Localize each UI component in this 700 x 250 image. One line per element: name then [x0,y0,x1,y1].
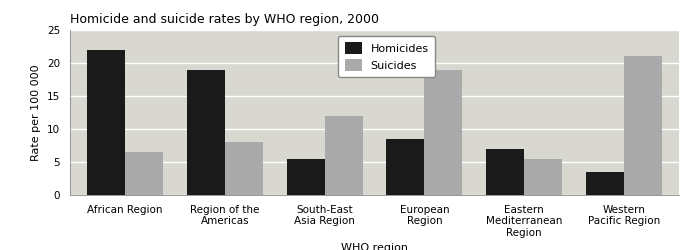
Bar [87,50,125,195]
Text: Homicide and suicide rates by WHO region, 2000: Homicide and suicide rates by WHO region… [70,13,379,26]
X-axis label: WHO region: WHO region [341,244,408,250]
Legend: Homicides, Suicides: Homicides, Suicides [338,36,435,77]
Bar [286,159,325,195]
Bar [586,172,624,195]
Bar [424,70,463,195]
Bar [624,56,662,195]
Bar [325,116,363,195]
Y-axis label: Rate per 100 000: Rate per 100 000 [32,64,41,161]
Bar [524,159,562,195]
Bar [486,149,524,195]
Bar [187,70,225,195]
Bar [125,152,163,195]
Bar [386,139,424,195]
Bar [225,142,262,195]
